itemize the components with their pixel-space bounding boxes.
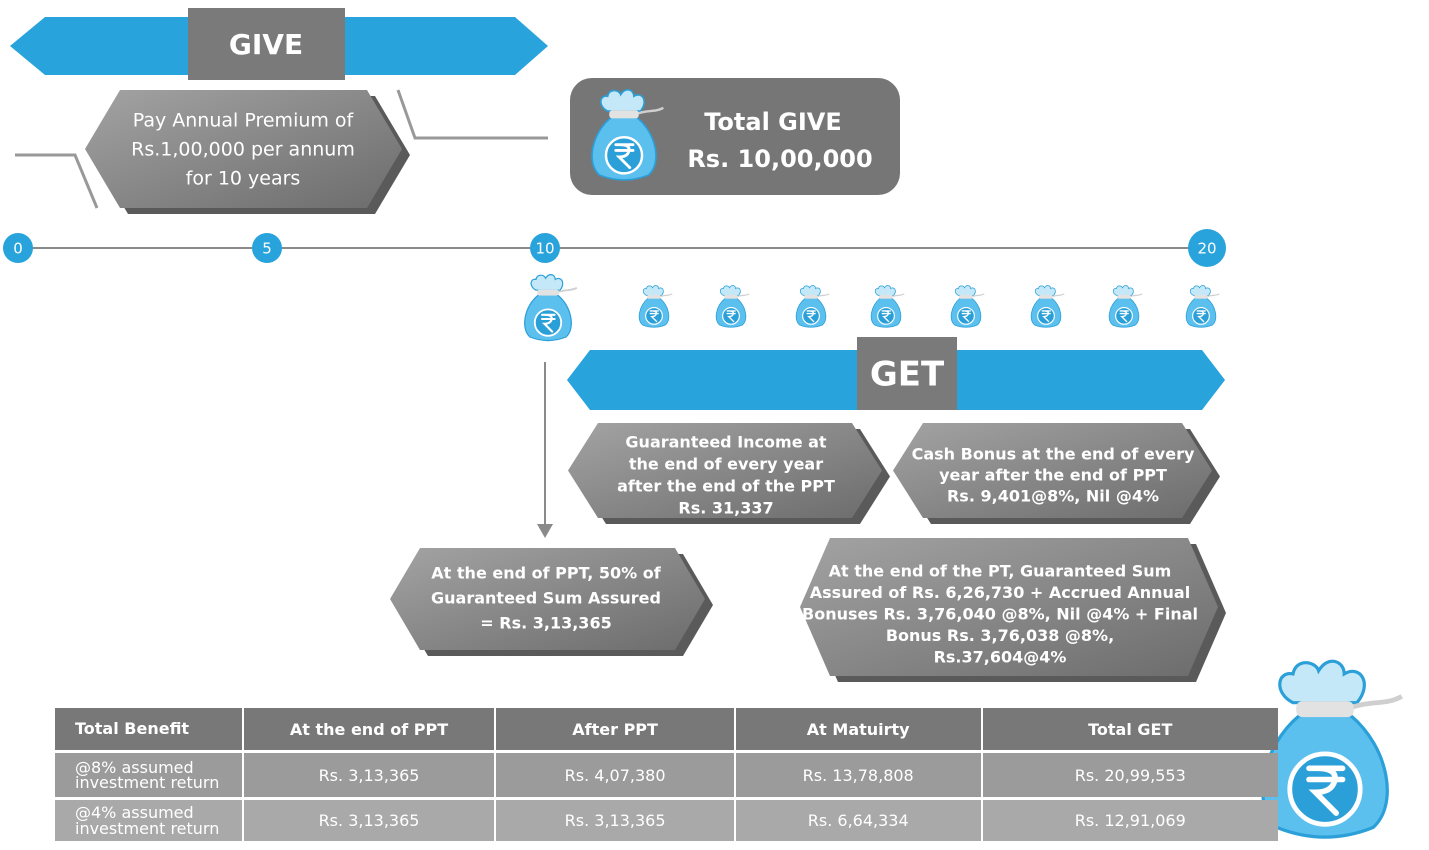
ppt-box <box>390 548 705 650</box>
timeline-tick: 5 <box>262 240 272 258</box>
table-cell: Rs. 6,64,334 <box>735 800 981 841</box>
timeline-node <box>252 233 282 263</box>
table-cell: Rs. 12,91,069 <box>982 800 1278 841</box>
income-box <box>568 423 882 518</box>
table-cell: Total Benefit <box>55 708 242 750</box>
table-cell: @8% assumed investment return <box>55 753 242 797</box>
ppt-text: At the end of PPT, 50% of <box>431 564 661 583</box>
give-label: GIVE <box>229 28 303 61</box>
ppt-text: Guaranteed Sum Assured <box>431 589 661 608</box>
arrow-head <box>537 524 553 538</box>
premium-box <box>85 90 402 208</box>
bonus-text: year after the end of PPT <box>939 466 1167 485</box>
timeline-tick: 20 <box>1197 240 1216 258</box>
table-cell: Total GET <box>982 708 1278 750</box>
pt-text: Bonus Rs. 3,76,038 @8%, <box>886 626 1114 645</box>
timeline-tick: 0 <box>13 240 23 258</box>
premium-text: Pay Annual Premium of <box>133 110 355 132</box>
table-cell: Rs. 3,13,365 <box>243 800 495 841</box>
pt-text: Rs.37,604@4% <box>934 648 1067 667</box>
money-bag-small <box>1030 284 1065 328</box>
bonus-box <box>893 423 1212 518</box>
pt-text: At the end of the PT, Guaranteed Sum <box>829 562 1172 581</box>
timeline-tick: 10 <box>535 240 554 258</box>
table-cell: At Matuirty <box>735 708 981 750</box>
table-row: Total Benefit At the end of PPT After PPT A… <box>55 708 1280 750</box>
table-cell: Rs. 3,13,365 <box>496 800 734 841</box>
money-bag-small <box>715 284 750 328</box>
money-bag-small <box>870 284 905 328</box>
bonus-text: Cash Bonus at the end of every <box>912 445 1195 464</box>
table-cell: After PPT <box>496 708 734 750</box>
pt-box <box>800 538 1218 676</box>
income-text: the end of every year <box>629 455 823 474</box>
timeline-node <box>3 233 33 263</box>
timeline-node <box>1188 229 1226 267</box>
table-cell: Rs. 20,99,553 <box>982 753 1278 797</box>
table-cell: Rs. 3,13,365 <box>243 753 495 797</box>
connector <box>15 153 99 209</box>
money-bag-small <box>1185 284 1220 328</box>
bonus-text: Rs. 9,401@8%, Nil @4% <box>947 487 1159 506</box>
total-give-amount: Rs. 10,00,000 <box>687 145 872 173</box>
table-row: @8% assumed investment return Rs. 3,13,36… <box>55 753 1280 797</box>
money-bag-small <box>638 284 673 328</box>
income-text: Rs. 31,337 <box>678 499 773 518</box>
benefit-table: Total Benefit At the end of PPT After PPT A… <box>55 708 1280 844</box>
money-bag-small <box>950 284 985 328</box>
money-bag-small <box>1108 284 1143 328</box>
income-text: Guaranteed Income at <box>625 433 826 452</box>
timeline-node <box>530 233 560 263</box>
pt-text: Bonuses Rs. 3,76,040 @8%, Nil @4% + Fina… <box>802 605 1198 624</box>
get-label-box <box>857 337 957 410</box>
table-row: @4% assumed investment return Rs. 3,13,36… <box>55 800 1280 841</box>
ppt-text: = Rs. 3,13,365 <box>480 614 611 633</box>
connector <box>396 89 548 140</box>
premium-text: Rs.1,00,000 per annum <box>131 139 355 161</box>
give-label-box <box>188 8 345 80</box>
money-bag <box>523 273 578 342</box>
premium-text: for 10 years <box>186 168 301 190</box>
table-cell: Rs. 4,07,380 <box>496 753 734 797</box>
pt-text: Assured of Rs. 6,26,730 + Accrued Annual <box>810 583 1190 602</box>
get-label: GET <box>870 355 945 395</box>
total-give-title: Total GIVE <box>704 108 842 136</box>
income-text: after the end of the PPT <box>617 477 835 496</box>
money-bag-large <box>1263 661 1402 837</box>
money-bag-small <box>795 284 830 328</box>
table-cell: @4% assumed investment return <box>55 800 242 841</box>
table-cell: Rs. 13,78,808 <box>735 753 981 797</box>
table-cell: At the end of PPT <box>243 708 495 750</box>
